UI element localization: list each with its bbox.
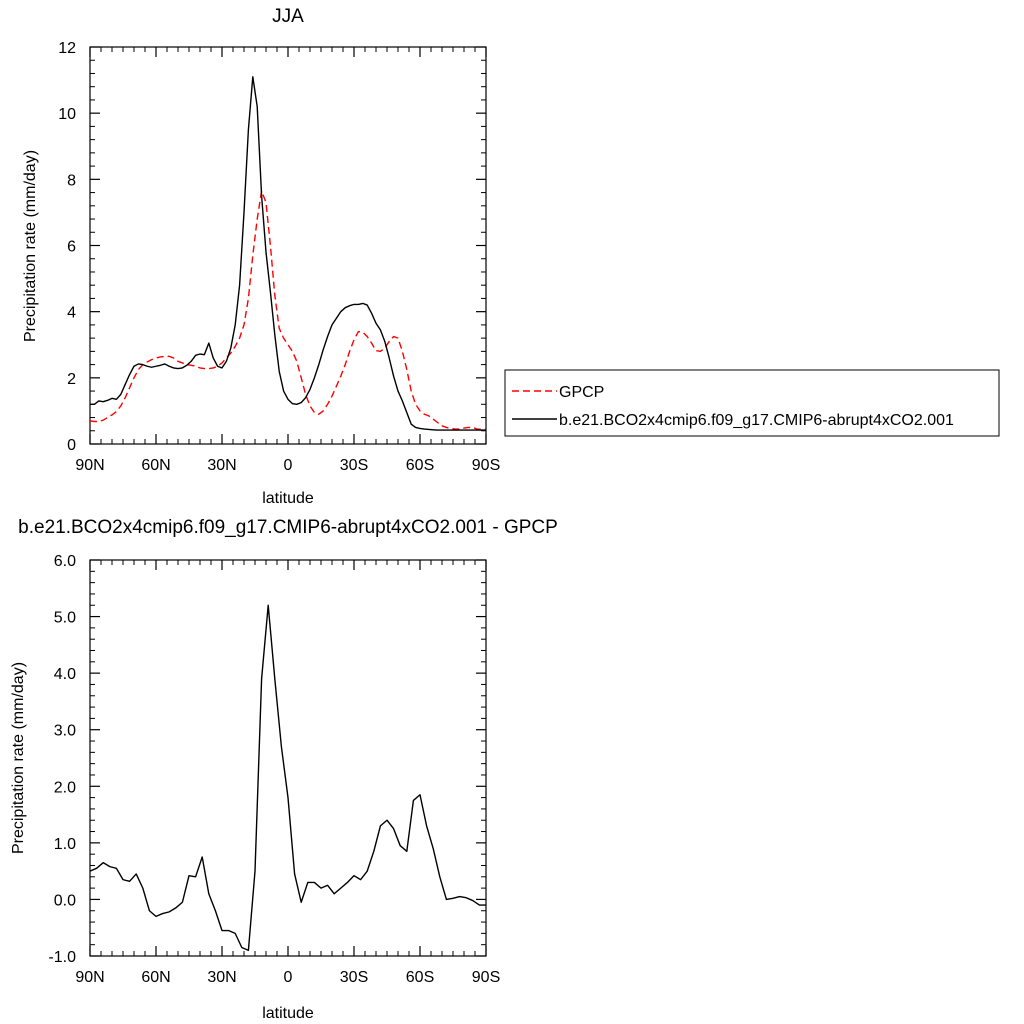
bottom-x-tick-label: 0	[284, 969, 293, 986]
top-y-tick-label: 10	[58, 106, 76, 123]
top-y-tick-label: 2	[67, 371, 76, 388]
top-y-tick-label: 6	[67, 239, 76, 256]
top-chart-title: JJA	[272, 6, 304, 27]
bottom-y-tick-label: 6.0	[54, 553, 76, 570]
top-x-tick-label: 60S	[406, 457, 434, 474]
top-plot-area: 90N 60N 30N 0 30S 60S 90S 0 2 4 6 8 10 12	[58, 40, 500, 474]
bottom-y-axis-label: Precipitation rate (mm/day)	[10, 662, 27, 854]
bottom-y-tick-label: 0.0	[54, 892, 76, 909]
top-series-gpcp	[89, 190, 487, 431]
top-legend: GPCP b.e21.BCO2x4cmip6.f09_g17.CMIP6-abr…	[504, 369, 1000, 437]
top-x-tick-label: 30S	[340, 457, 368, 474]
legend-box	[504, 369, 1000, 437]
bottom-y-tick-label: 2.0	[54, 779, 76, 796]
top-y-axis-label: Precipitation rate (mm/day)	[22, 150, 39, 342]
bottom-series-line-0	[89, 604, 486, 952]
bottom-x-tick-label: 90S	[472, 969, 500, 986]
bottom-y-tick-label: 5.0	[54, 610, 76, 627]
top-y-tick-label: 8	[67, 172, 76, 189]
top-x-tick-label: 90N	[75, 457, 104, 474]
bottom-x-axis-label: latitude	[262, 1005, 314, 1022]
bottom-plot-area: 90N 60N 30N 0 30S 60S 90S -1.0 0.0 1.0 2.0 3.0 4.0 5.…	[48, 553, 500, 986]
top-chart-panel: JJA 90N 60N 30N 0 30S 60S 90S 0 2 4 6 8 10 12 latitud…	[22, 6, 1000, 507]
bottom-chart-title: b.e21.BCO2x4cmip6.f09_g17.CMIP6-abrupt4x…	[18, 517, 558, 538]
bottom-y-tick-label: -1.0	[48, 949, 76, 966]
top-x-tick-label: 90S	[472, 457, 500, 474]
bottom-y-tick-label: 4.0	[54, 666, 76, 683]
bottom-y-tick-label: 1.0	[54, 836, 76, 853]
top-y-tick-label: 12	[58, 40, 76, 57]
top-y-tick-label: 0	[67, 437, 76, 454]
top-series-b-e21-bco2x4cmip6-f09-g17-cmip6-abrupt4xco2-001	[90, 76, 486, 431]
bottom-y-tick-label: 3.0	[54, 723, 76, 740]
bottom-x-tick-label: 60S	[406, 969, 434, 986]
bottom-x-tick-label: 90N	[75, 969, 104, 986]
bottom-x-tick-label: 30S	[340, 969, 368, 986]
top-x-tick-label: 30N	[207, 457, 236, 474]
legend-gpcp-label: GPCP	[559, 384, 604, 401]
legend-model-label: b.e21.BCO2x4cmip6.f09_g17.CMIP6-abrupt4x…	[559, 412, 954, 429]
top-x-tick-label: 60N	[141, 457, 170, 474]
top-x-axis-label: latitude	[262, 490, 314, 507]
top-plot-frame	[89, 46, 487, 445]
bottom-x-tick-label: 60N	[141, 969, 170, 986]
top-x-tick-label: 0	[284, 457, 293, 474]
bottom-chart-panel: b.e21.BCO2x4cmip6.f09_g17.CMIP6-abrupt4x…	[10, 517, 558, 1022]
top-y-tick-label: 4	[67, 305, 76, 322]
bottom-x-tick-label: 30N	[207, 969, 236, 986]
bottom-plot-frame	[89, 559, 487, 957]
